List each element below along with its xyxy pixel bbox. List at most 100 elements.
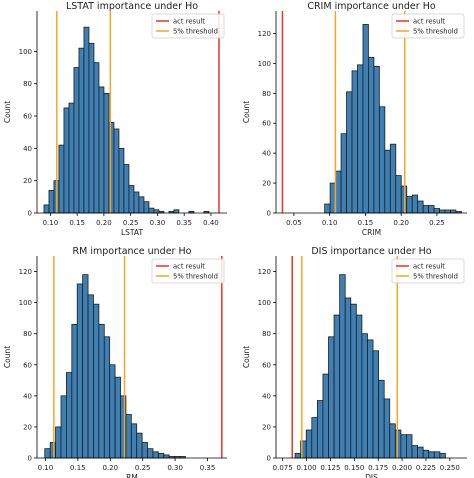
y-tick-label: 120 — [19, 268, 32, 276]
y-tick-label: 40 — [262, 392, 271, 400]
histogram-bar — [406, 434, 413, 459]
histogram-bar — [395, 175, 402, 214]
y-tick-label: 100 — [19, 299, 32, 307]
x-tick-label: 0.175 — [368, 464, 388, 472]
histogram-bar — [58, 144, 65, 214]
x-tick-label: 0.250 — [440, 464, 460, 472]
y-axis-label: Count — [242, 346, 251, 368]
histogram-bar — [55, 426, 62, 459]
chart-title: LSTAT importance under Ho — [66, 1, 198, 12]
y-tick-label: 40 — [23, 392, 32, 400]
x-tick-label: 0.15 — [69, 219, 85, 227]
histogram-bar — [43, 204, 50, 214]
histogram-bar — [113, 128, 120, 214]
histogram-bar — [141, 442, 148, 459]
histogram-bar — [389, 143, 397, 214]
x-tick-label: 0.10 — [38, 464, 54, 472]
x-tick-label: 0.35 — [200, 464, 216, 472]
x-tick-label: 0.10 — [43, 219, 59, 227]
y-tick-label: 40 — [23, 145, 32, 153]
legend-label: 5% threshold — [173, 28, 218, 36]
histogram-bar — [138, 196, 145, 214]
histogram-bar — [103, 93, 110, 214]
histogram-bar — [444, 209, 451, 214]
chart-panel: 0.10 0.15 0.20 0.25 0.30 0.35 0.40 0 20 40 60 80 100… — [3, 1, 227, 237]
histogram-bar — [68, 102, 75, 214]
legend: act result 5% threshold — [391, 13, 465, 39]
y-axis-label: Count — [242, 101, 251, 123]
x-tick-label: 0.20 — [102, 464, 118, 472]
legend: act result 5% threshold — [151, 258, 225, 284]
histogram-bar — [294, 452, 302, 459]
legend-box — [391, 13, 465, 39]
y-tick-label: 0 — [28, 455, 32, 463]
x-tick-label: 0.15 — [358, 219, 374, 227]
histogram-bar — [60, 395, 67, 459]
x-tick-label: 0.125 — [320, 464, 340, 472]
x-tick-label: 0.20 — [393, 219, 409, 227]
x-axis-label: CRIM — [362, 228, 381, 237]
histogram-bar — [148, 207, 155, 214]
y-tick-label: 120 — [258, 30, 271, 38]
histogram-bar — [422, 205, 430, 214]
histogram-bar — [305, 429, 313, 459]
y-tick-label: 20 — [262, 423, 271, 431]
histogram-bar — [322, 373, 329, 459]
y-tick-label: 80 — [262, 330, 271, 338]
histogram-bar — [428, 205, 435, 214]
histogram-bar — [411, 194, 419, 214]
y-tick-label: 100 — [258, 60, 271, 68]
histogram-bar — [340, 133, 347, 214]
histogram-bar — [98, 323, 105, 459]
histogram-bar — [48, 189, 55, 214]
histogram-bar — [357, 64, 364, 214]
y-tick-label: 60 — [23, 113, 32, 121]
histogram-bar — [406, 196, 413, 214]
y-tick-label: 100 — [19, 48, 32, 56]
y-tick-label: 80 — [23, 80, 32, 88]
histogram-bar — [130, 423, 138, 459]
y-tick-label: 0 — [267, 210, 271, 218]
histogram-bar — [311, 417, 318, 459]
histogram-bar — [152, 451, 159, 459]
histogram-bar — [157, 452, 165, 459]
histogram-bar — [316, 400, 324, 459]
x-tick-label: 0.10 — [322, 219, 338, 227]
x-tick-label: 0.30 — [150, 219, 166, 227]
x-axis-label: LSTAT — [121, 228, 143, 237]
histogram-bar — [378, 379, 385, 459]
histogram-bar — [71, 323, 78, 459]
histogram-bar — [123, 164, 130, 214]
y-tick-label: 20 — [23, 423, 32, 431]
histogram-bar — [87, 294, 94, 459]
histogram-bar — [133, 191, 140, 214]
histogram-bar — [143, 201, 150, 214]
y-tick-label: 0 — [267, 455, 271, 463]
histogram-bar — [82, 274, 89, 459]
histogram-bar — [328, 336, 335, 459]
histogram-bar — [83, 26, 90, 214]
histogram-bar — [389, 423, 396, 459]
histogram-bar — [114, 376, 121, 459]
chart-panel: 0.075 0.100 0.125 0.150 0.175 0.200 0.225 0.250… — [242, 246, 467, 478]
histogram-bar — [49, 442, 56, 459]
histogram-bar — [333, 314, 341, 459]
histogram-bar — [128, 185, 135, 214]
histogram-bar — [351, 70, 358, 214]
histogram-bar — [147, 448, 154, 459]
histogram-bar — [118, 147, 125, 214]
histogram-bar — [335, 170, 342, 214]
legend-box — [151, 13, 225, 39]
x-axis-label: RM — [126, 473, 138, 478]
x-tick-label: 0.25 — [123, 219, 139, 227]
histogram-bar — [324, 203, 331, 214]
legend-label: act result — [413, 18, 445, 26]
histogram-bar — [125, 414, 132, 459]
chart-title: RM importance under Ho — [73, 246, 192, 257]
legend: act result 5% threshold — [391, 258, 465, 284]
y-tick-label: 60 — [262, 120, 271, 128]
chart-title: DIS importance under Ho — [311, 246, 431, 257]
x-tick-label: 0.30 — [167, 464, 183, 472]
histogram-bar — [411, 445, 418, 459]
